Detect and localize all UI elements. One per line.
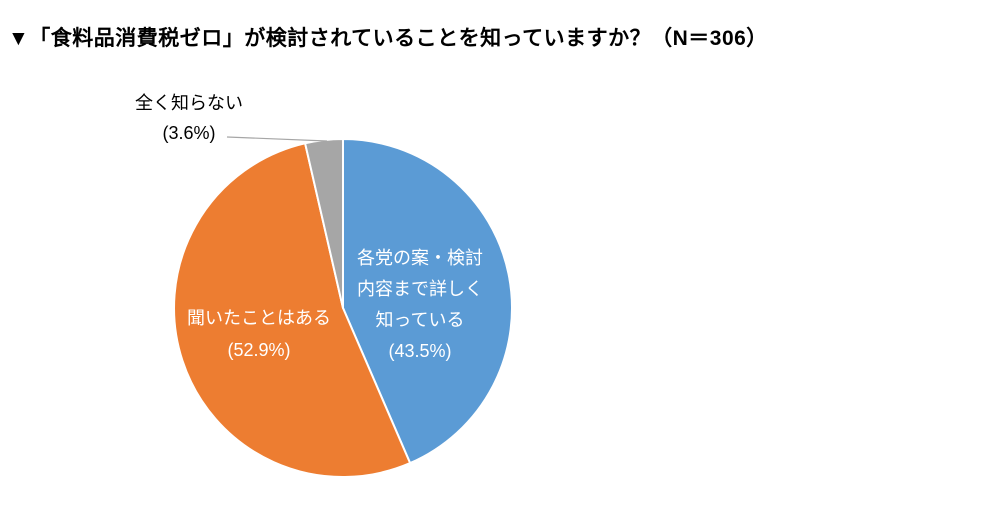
slice-label-unknown-pct: (3.6%) — [162, 123, 216, 143]
slice-label-know-details-line3: 知っている — [375, 310, 465, 330]
slice-label-heard-of-text: 聞いたことはある — [187, 308, 331, 328]
slice-label-unknown-text: 全く知らない — [135, 93, 243, 113]
slice-label-know-details-pct: (43.5%) — [388, 341, 452, 361]
pie-slice-know-details — [342, 138, 513, 465]
slice-label-know-details-line2: 内容まで詳しく — [357, 279, 483, 299]
chart-title: ▼「食料品消費税ゼロ」が検討されていることを知っていますか？（N＝306） — [8, 27, 768, 50]
pie-slice-unknown — [304, 137, 344, 309]
slice-label-know-details: 各党の案・検討 内容まで詳しく 知っている (43.5%) — [340, 243, 500, 367]
slice-label-heard-of: 聞いたことはある (52.9%) — [179, 302, 339, 366]
pie-slice-heard-of — [173, 142, 412, 478]
leader-line-unknown-slice — [226, 136, 328, 142]
slice-label-heard-of-pct: (52.9%) — [227, 340, 291, 360]
slice-label-unknown: 全く知らない (3.6%) — [119, 88, 259, 148]
slice-label-know-details-line1: 各党の案・検討 — [357, 248, 483, 268]
pie-slices — [173, 137, 513, 478]
